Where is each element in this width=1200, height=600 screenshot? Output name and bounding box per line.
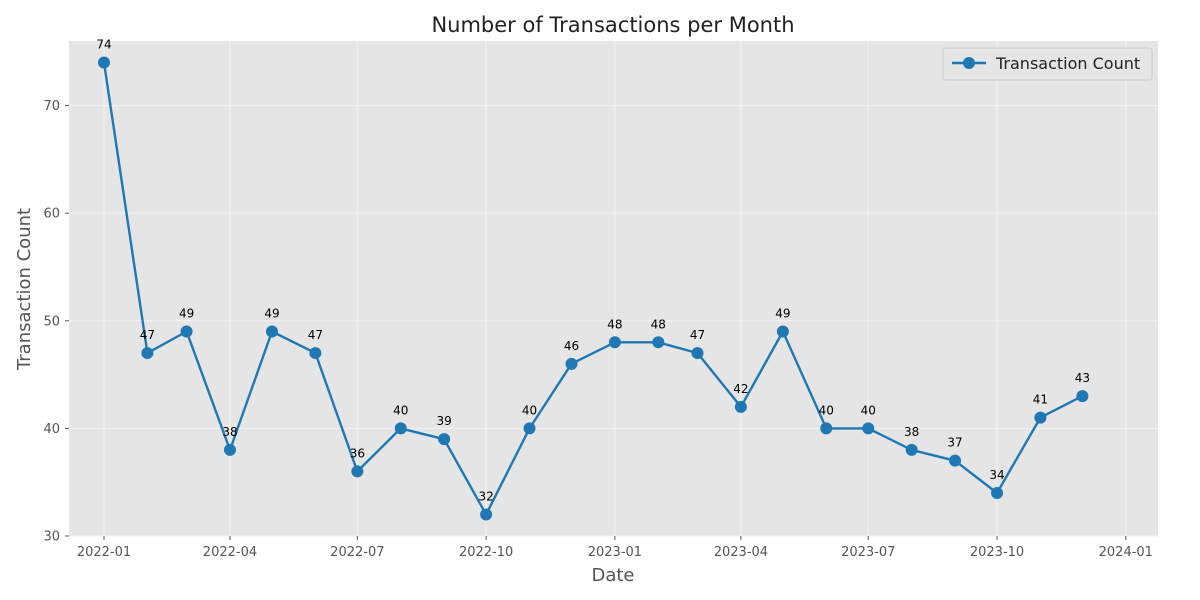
data-label: 42	[733, 382, 748, 396]
x-tick-label: 2023-07	[841, 545, 895, 560]
data-point	[905, 443, 918, 456]
x-axis-label: Date	[591, 565, 634, 586]
x-tick-label: 2024-01	[1099, 545, 1153, 560]
legend-entry-label: Transaction Count	[995, 54, 1140, 73]
data-point	[691, 347, 704, 360]
data-point	[608, 336, 621, 349]
y-tick-label: 40	[43, 422, 60, 437]
legend-marker	[963, 57, 975, 69]
data-label: 38	[222, 425, 237, 439]
data-label: 38	[904, 425, 919, 439]
data-point	[97, 56, 110, 69]
data-label: 34	[989, 468, 1004, 482]
data-label: 47	[140, 328, 155, 342]
x-tick-label: 2023-10	[970, 545, 1024, 560]
data-point	[652, 336, 665, 349]
x-tick-label: 2022-04	[203, 545, 257, 560]
x-tick-label: 2022-01	[77, 545, 131, 560]
data-point	[180, 325, 193, 338]
data-point	[862, 422, 875, 435]
data-point	[820, 422, 833, 435]
data-label: 49	[179, 307, 194, 321]
data-point	[480, 508, 493, 521]
data-label: 48	[607, 317, 622, 331]
data-point	[223, 443, 236, 456]
data-labels: 74 47 49 38 49 47 36 40 39 32 40 46 48 48 47 42 49 40 40 38…	[96, 38, 1090, 504]
data-label: 37	[947, 436, 962, 450]
data-point	[991, 486, 1004, 499]
data-label: 47	[690, 328, 705, 342]
y-tick-label: 70	[43, 99, 60, 114]
data-point	[1076, 390, 1089, 403]
legend: Transaction Count	[942, 47, 1153, 81]
data-point	[351, 465, 364, 478]
plot-area	[69, 41, 1158, 536]
series-line-transaction-count	[102, 62, 1083, 516]
data-point	[394, 422, 407, 435]
data-point	[438, 433, 451, 446]
data-point	[309, 347, 322, 360]
y-tick-label: 30	[43, 530, 60, 545]
y-axis-ticks: 30 40 50 60 70	[43, 99, 69, 545]
y-tick-label: 50	[43, 314, 60, 329]
legend-box	[942, 47, 1153, 81]
data-label: 49	[775, 307, 790, 321]
data-point	[949, 454, 962, 467]
data-label: 43	[1075, 371, 1090, 385]
data-label: 36	[350, 446, 365, 460]
x-tick-label: 2022-07	[330, 545, 384, 560]
data-label: 40	[522, 403, 537, 417]
data-label: 48	[651, 317, 666, 331]
data-point	[523, 422, 536, 435]
data-label: 46	[564, 339, 579, 353]
series-points	[97, 56, 1089, 521]
data-point	[734, 400, 747, 413]
data-label: 41	[1033, 393, 1048, 407]
x-axis-ticks: 2022-01 2022-04 2022-07 2022-10 2023-01 2023-…	[77, 536, 1153, 560]
x-tick-label: 2022-10	[459, 545, 513, 560]
data-point	[1034, 411, 1047, 424]
data-label: 40	[393, 403, 408, 417]
data-label: 40	[861, 403, 876, 417]
data-label: 74	[96, 38, 111, 52]
data-label: 47	[308, 328, 323, 342]
x-tick-label: 2023-04	[714, 545, 768, 560]
data-label: 39	[436, 414, 451, 428]
data-point	[776, 325, 789, 338]
data-point	[265, 325, 278, 338]
y-tick-label: 60	[43, 207, 60, 222]
grid-lines	[69, 41, 1158, 537]
data-point	[141, 347, 154, 360]
y-axis-label: Transaction Count	[14, 208, 35, 371]
data-label: 40	[819, 403, 834, 417]
data-label: 49	[264, 307, 279, 321]
data-point	[565, 357, 578, 370]
data-label: 32	[478, 489, 493, 503]
chart-title: Number of Transactions per Month	[431, 13, 794, 37]
x-tick-label: 2023-01	[588, 545, 642, 560]
